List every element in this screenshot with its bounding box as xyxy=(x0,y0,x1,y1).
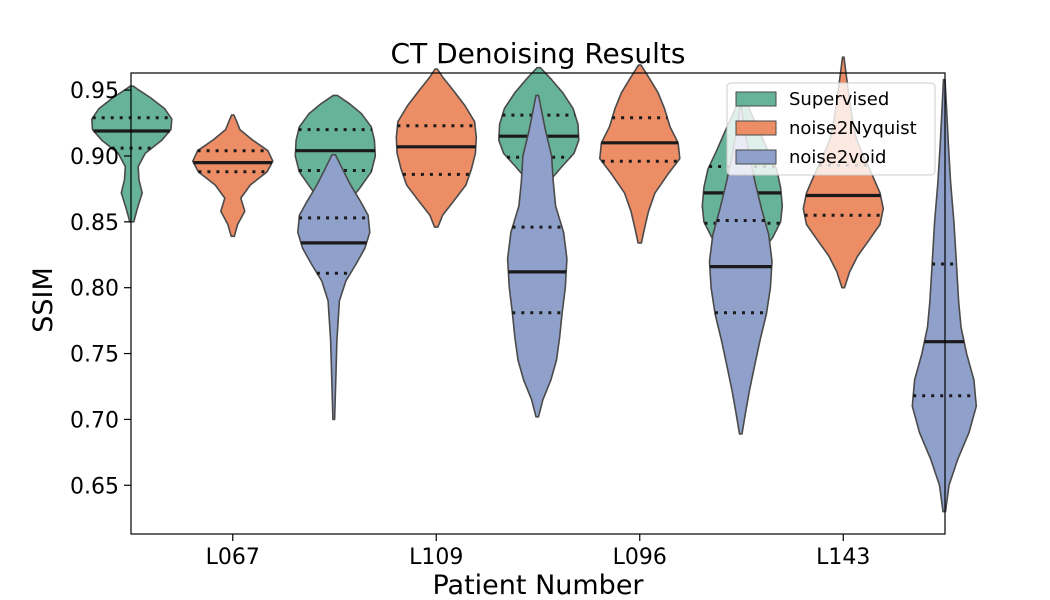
y-tick-label: 0.80 xyxy=(70,277,119,302)
x-axis-title: Patient Number xyxy=(432,570,644,600)
plot-frame xyxy=(130,72,946,535)
x-tick-label: L143 xyxy=(816,545,870,570)
y-axis: 0.65 0.70 0.75 0.80 0.85 0.90 0.95 xyxy=(70,79,131,499)
legend-item-noise2Nyquist: noise2Nyquist xyxy=(735,118,917,139)
chart-title: CT Denoising Results xyxy=(391,37,686,70)
x-tick-label: L096 xyxy=(613,545,667,570)
y-tick-label: 0.90 xyxy=(70,145,119,170)
violin-body xyxy=(911,78,978,513)
legend-label: Supervised xyxy=(789,89,889,110)
plot-area xyxy=(91,56,978,513)
violin-noise2void-L109 xyxy=(506,94,568,418)
violin-noise2Nyquist-L067 xyxy=(192,114,274,238)
y-tick-label: 0.70 xyxy=(70,408,119,433)
violin-noise2Nyquist-L096 xyxy=(599,64,681,244)
violin-noise2Nyquist-L109 xyxy=(395,68,478,228)
legend-label: noise2void xyxy=(789,147,886,168)
legend-swatch xyxy=(735,91,777,107)
violin-noise2void-L143 xyxy=(911,78,978,513)
legend: Supervised noise2Nyquist noise2void xyxy=(726,82,936,176)
violin-body xyxy=(599,64,681,244)
violin-Supervised-L067 xyxy=(91,85,173,223)
y-tick-label: 0.75 xyxy=(70,343,119,368)
legend-label: noise2Nyquist xyxy=(789,118,917,139)
legend-item-noise2void: noise2void xyxy=(735,147,886,168)
y-axis-title: SSIM xyxy=(28,267,59,333)
x-axis: L067 L109 L096 L143 xyxy=(206,534,870,570)
legend-box xyxy=(726,82,936,176)
legend-swatch xyxy=(735,149,777,165)
legend-item-Supervised: Supervised xyxy=(735,89,889,110)
legend-swatch xyxy=(735,120,777,136)
y-tick-label: 0.85 xyxy=(70,211,119,236)
y-tick-label: 0.95 xyxy=(70,79,119,104)
x-tick-label: L067 xyxy=(206,545,260,570)
y-tick-label: 0.65 xyxy=(70,474,119,499)
violin-body xyxy=(297,153,371,421)
violin-body xyxy=(506,94,568,418)
x-tick-label: L109 xyxy=(409,545,463,570)
violin-body xyxy=(192,114,274,238)
violin-noise2void-L067 xyxy=(297,153,371,421)
violin-body xyxy=(91,85,173,223)
